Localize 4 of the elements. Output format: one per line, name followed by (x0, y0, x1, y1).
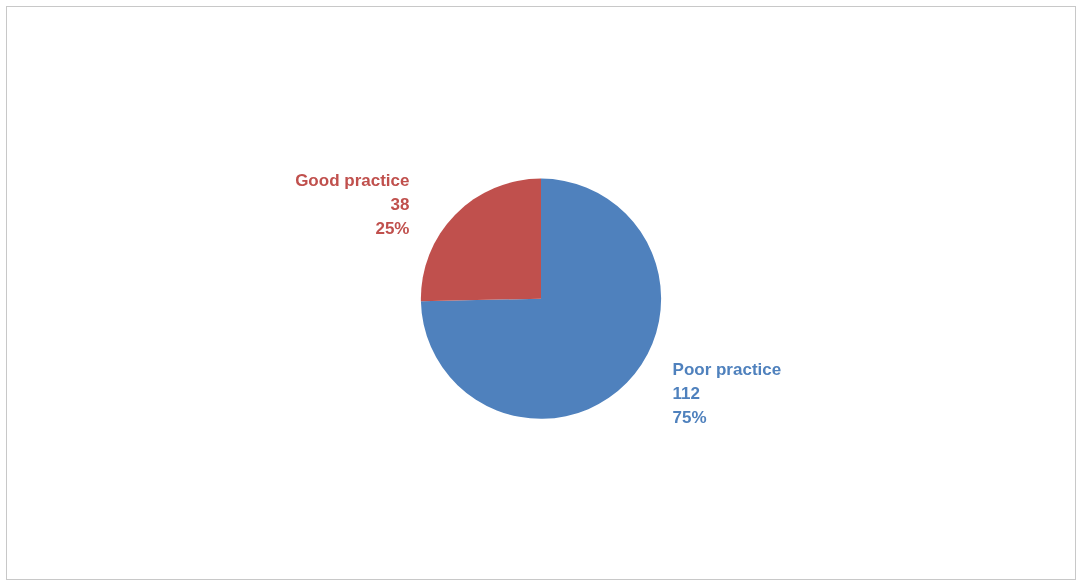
slice-label: Poor practice (672, 359, 782, 379)
slice-label: Good practice (295, 170, 410, 190)
data-label: 38 25% (375, 194, 410, 238)
data-label: 112 75% (672, 383, 707, 427)
